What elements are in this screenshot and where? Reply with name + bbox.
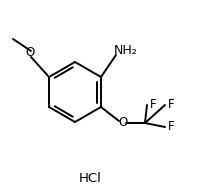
Text: O: O (118, 117, 128, 129)
Text: F: F (150, 98, 156, 112)
Text: O: O (25, 46, 35, 60)
Text: F: F (168, 98, 174, 112)
Text: F: F (168, 121, 174, 133)
Text: HCl: HCl (79, 171, 101, 185)
Text: NH₂: NH₂ (114, 45, 138, 57)
